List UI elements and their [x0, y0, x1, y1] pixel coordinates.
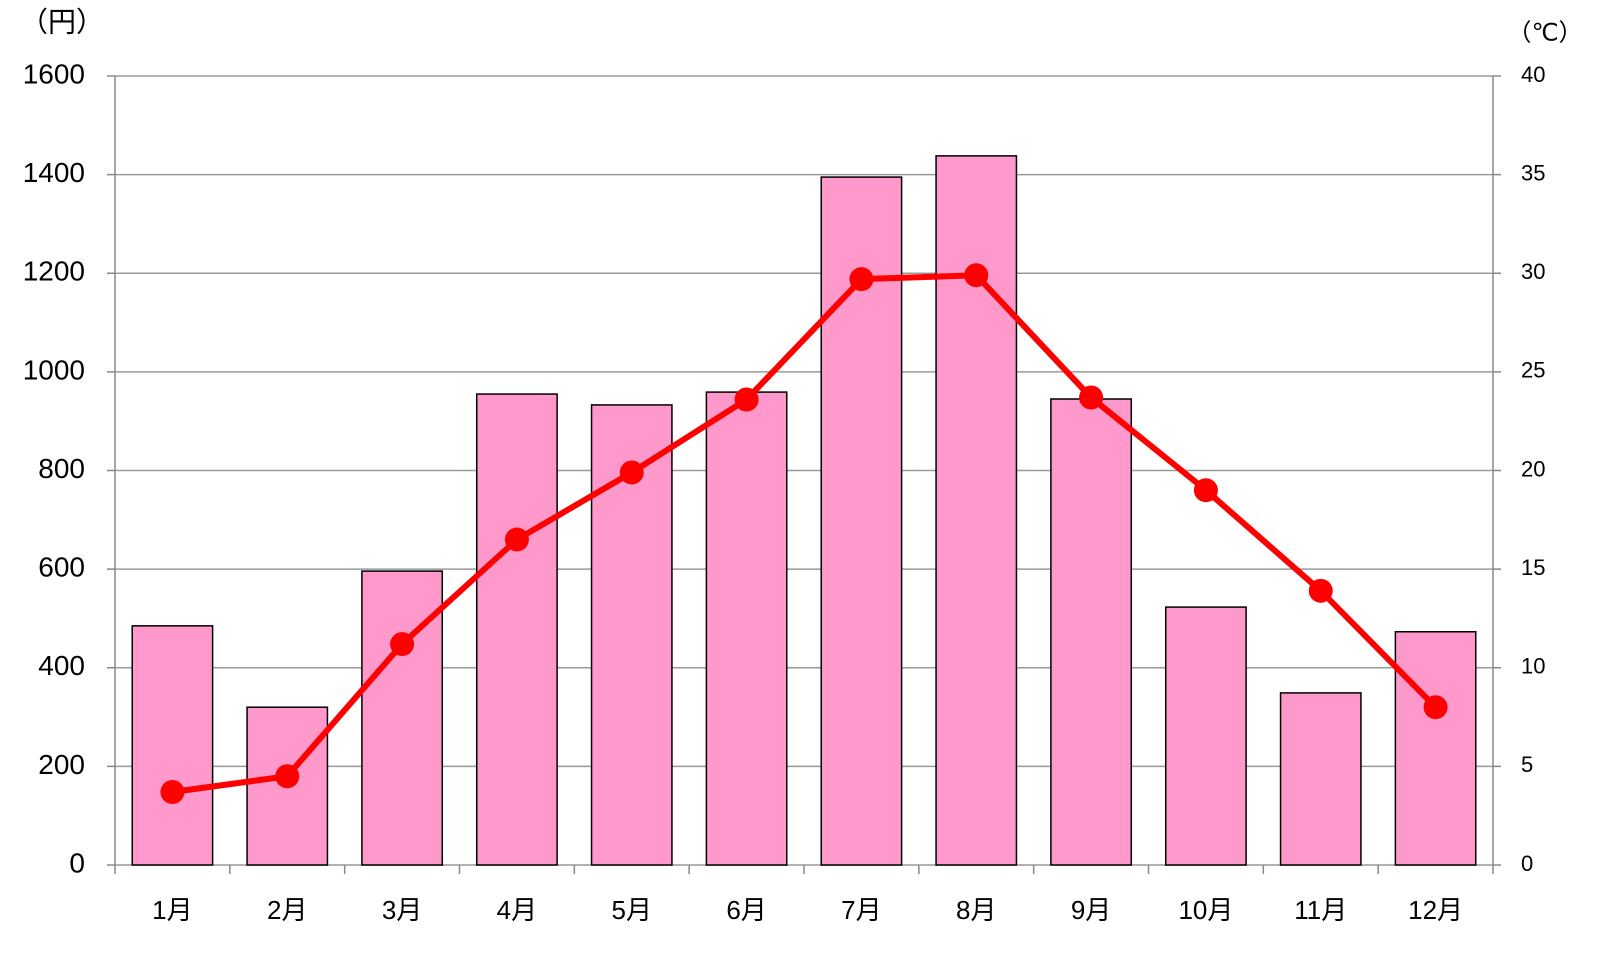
x-tick-label: 2月 [267, 895, 307, 925]
x-tick-label: 10月 [1178, 895, 1233, 925]
x-tick-label: 1月 [152, 895, 192, 925]
bar [475, 393, 558, 866]
bar [1394, 631, 1477, 866]
line-marker [504, 527, 529, 552]
y-tick-label: 1200 [23, 256, 85, 287]
line-marker [390, 632, 415, 657]
x-tick-label: 12月 [1408, 895, 1463, 925]
line-marker [1079, 385, 1104, 410]
line-marker [619, 460, 644, 485]
line [172, 272, 1438, 795]
x-tick-label: 4月 [497, 895, 537, 925]
line-marker [1308, 578, 1333, 603]
y2-tick-label: 40 [1521, 62, 1545, 87]
bar [705, 391, 788, 866]
y2-tick-label: 0 [1521, 851, 1533, 876]
line-marker [734, 387, 759, 412]
y2-axis-label: （℃） [1508, 19, 1583, 46]
y-tick-label: 200 [38, 749, 85, 780]
line-marker [275, 764, 300, 789]
bar [820, 176, 903, 866]
y-axis-label: （円） [20, 6, 104, 37]
y-tick-label: 1000 [23, 354, 85, 385]
y-tick-label: 800 [38, 453, 85, 484]
y2-tick-label: 25 [1521, 358, 1545, 383]
y-tick-label: 600 [38, 552, 85, 583]
x-tick-label: 6月 [726, 895, 766, 925]
bar [1279, 692, 1362, 866]
bar [935, 155, 1018, 866]
x-tick-label: 11月 [1294, 895, 1347, 925]
x-tick-label: 8月 [956, 895, 996, 925]
line-marker [1423, 695, 1448, 720]
bar [1050, 398, 1133, 866]
y2-tick-label: 30 [1521, 259, 1545, 284]
y-tick-label: 400 [38, 650, 85, 681]
x-tick-label: 3月 [382, 895, 422, 925]
y2-tick-label: 35 [1521, 160, 1545, 185]
y2-tick-label: 5 [1521, 752, 1533, 777]
y2-tick-label: 15 [1521, 555, 1545, 580]
y2-tick-label: 20 [1521, 456, 1545, 481]
line-marker [1193, 478, 1218, 503]
y-tick-label: 1600 [23, 58, 85, 89]
x-tick-label: 7月 [841, 895, 881, 925]
y-tick-label: 1400 [23, 157, 85, 188]
line-marker [849, 267, 874, 292]
bar [1164, 606, 1247, 866]
line-marker [160, 780, 185, 805]
bar [131, 625, 214, 866]
line-marker [964, 263, 989, 288]
x-tick-label: 5月 [612, 895, 652, 925]
x-tick-label: 9月 [1071, 895, 1111, 925]
y-tick-label: 0 [69, 847, 85, 878]
y2-tick-label: 10 [1521, 654, 1545, 679]
